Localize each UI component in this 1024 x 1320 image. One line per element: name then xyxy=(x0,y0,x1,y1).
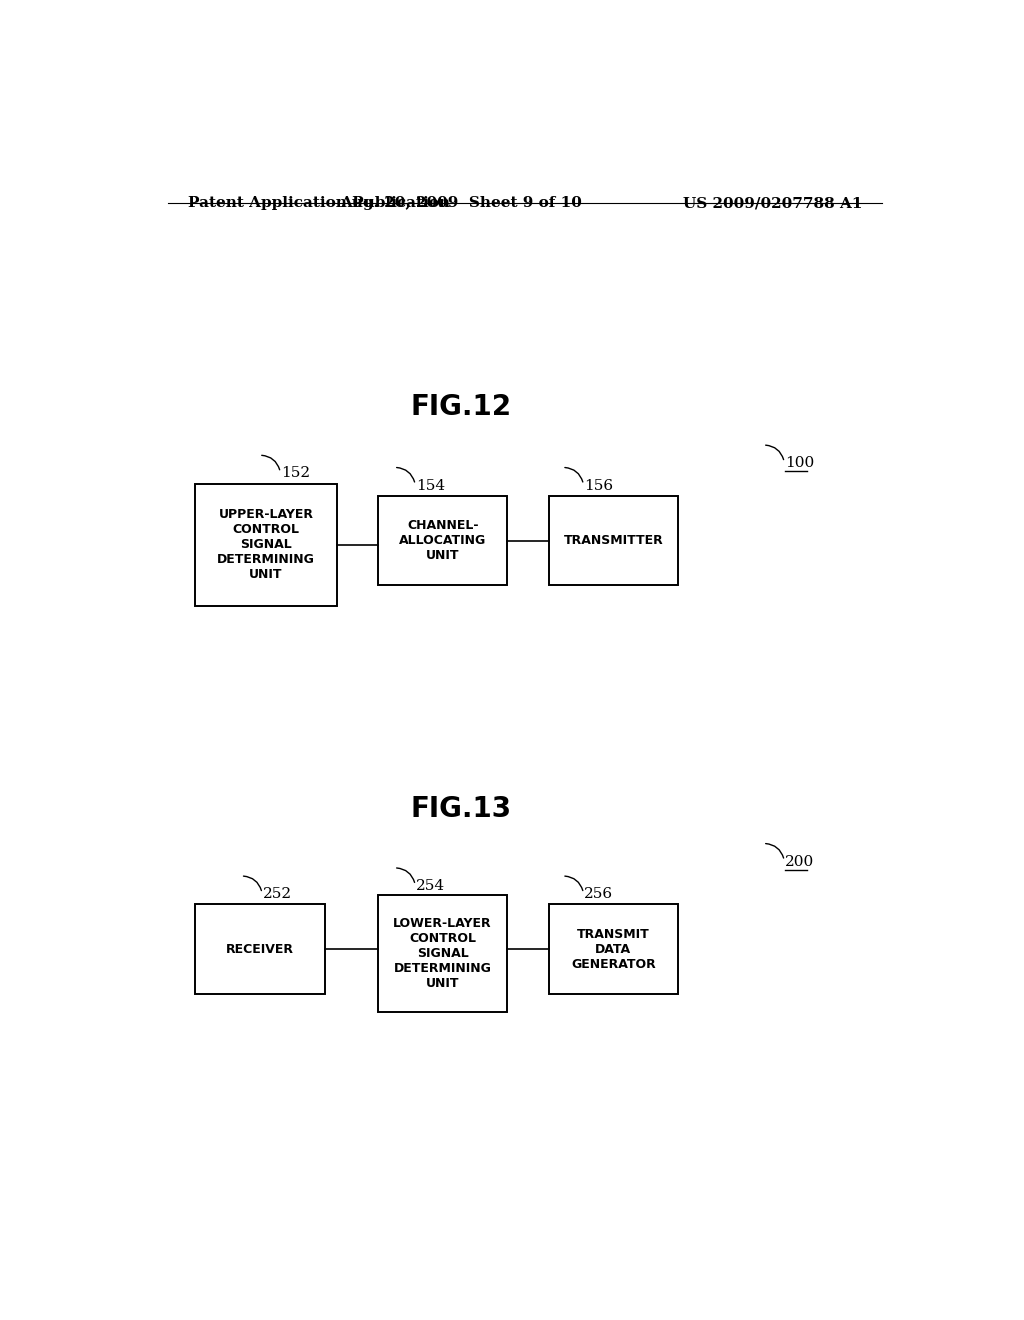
Text: Patent Application Publication: Patent Application Publication xyxy=(187,195,450,210)
Text: TRANSMITTER: TRANSMITTER xyxy=(563,535,664,546)
Text: Aug. 20, 2009  Sheet 9 of 10: Aug. 20, 2009 Sheet 9 of 10 xyxy=(340,195,583,210)
FancyBboxPatch shape xyxy=(549,496,678,585)
Text: 252: 252 xyxy=(263,887,292,902)
Text: 200: 200 xyxy=(785,855,814,869)
FancyBboxPatch shape xyxy=(378,496,507,585)
FancyBboxPatch shape xyxy=(196,483,337,606)
Text: US 2009/0207788 A1: US 2009/0207788 A1 xyxy=(683,195,862,210)
Text: FIG.12: FIG.12 xyxy=(411,393,512,421)
Text: FIG.13: FIG.13 xyxy=(411,795,512,822)
Text: LOWER-LAYER
CONTROL
SIGNAL
DETERMINING
UNIT: LOWER-LAYER CONTROL SIGNAL DETERMINING U… xyxy=(393,917,492,990)
Text: 100: 100 xyxy=(785,457,814,470)
Text: 156: 156 xyxy=(585,479,613,492)
Text: 256: 256 xyxy=(585,887,613,902)
Text: RECEIVER: RECEIVER xyxy=(226,942,294,956)
FancyBboxPatch shape xyxy=(549,904,678,994)
Text: 154: 154 xyxy=(416,479,445,492)
Text: CHANNEL-
ALLOCATING
UNIT: CHANNEL- ALLOCATING UNIT xyxy=(399,519,486,562)
Text: TRANSMIT
DATA
GENERATOR: TRANSMIT DATA GENERATOR xyxy=(571,928,655,970)
Text: UPPER-LAYER
CONTROL
SIGNAL
DETERMINING
UNIT: UPPER-LAYER CONTROL SIGNAL DETERMINING U… xyxy=(217,508,315,581)
FancyBboxPatch shape xyxy=(378,895,507,1012)
Text: 254: 254 xyxy=(416,879,445,894)
Text: 152: 152 xyxy=(282,466,310,480)
FancyBboxPatch shape xyxy=(196,904,325,994)
